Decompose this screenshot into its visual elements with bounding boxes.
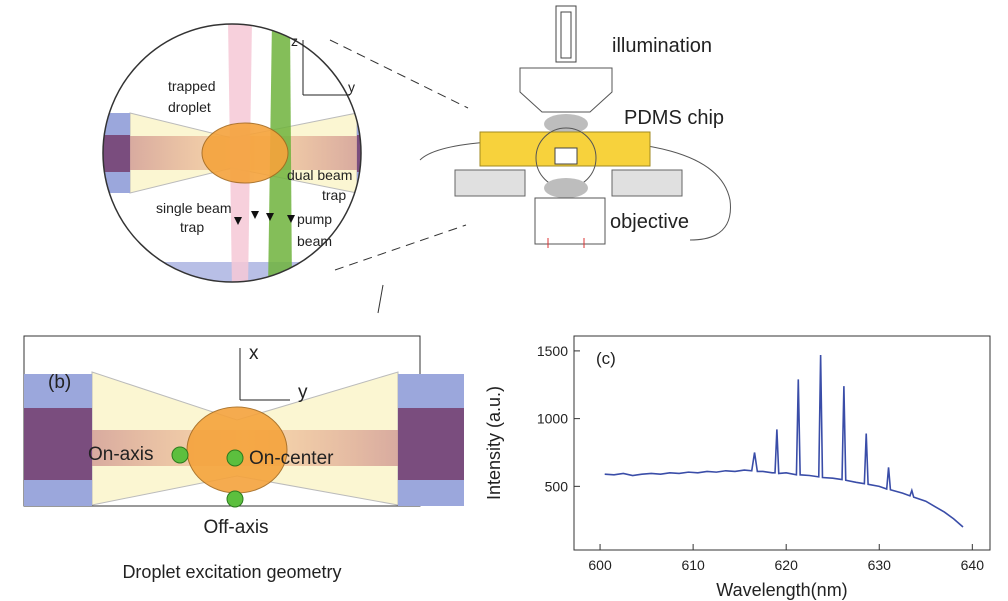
label: single beam (156, 200, 232, 216)
label: objective (610, 211, 689, 233)
point (227, 491, 243, 507)
y-tick-label: 1000 (537, 411, 568, 427)
lens (544, 178, 588, 198)
y-axis-label: Intensity (a.u.) (484, 386, 504, 500)
x-tick-label: 640 (961, 557, 985, 573)
y-tick-label: 500 (545, 478, 569, 494)
label: beam (297, 233, 332, 249)
zoom-line (378, 285, 383, 313)
label: dual beam (287, 167, 352, 183)
point (172, 447, 188, 463)
lamp (556, 6, 576, 62)
x-tick-label: 600 (588, 557, 612, 573)
figure: z y trapped droplet dual beam trap singl… (0, 0, 1008, 601)
stage (612, 170, 682, 196)
axis-label: y (298, 382, 308, 403)
label: droplet (168, 99, 211, 115)
fiber-core (398, 408, 464, 480)
label: trap (322, 187, 346, 203)
label: pump (297, 211, 332, 227)
droplet (202, 123, 288, 183)
label: trap (180, 219, 204, 235)
label: PDMS chip (624, 107, 724, 129)
x-axis-label: Wavelength(nm) (716, 580, 847, 600)
stage (455, 170, 525, 196)
condenser (520, 68, 612, 112)
spectrum-chart: 600 610 620 630 640 500 1000 1500 (c) Wavelength(… (484, 336, 990, 600)
label: Off-axis (203, 517, 268, 538)
label: illumination (612, 35, 712, 57)
zoom-line (335, 225, 466, 270)
x-tick-label: 610 (681, 557, 705, 573)
spectrum-line (605, 355, 963, 527)
caption: Droplet excitation geometry (122, 562, 341, 582)
zoom-line (330, 40, 468, 108)
axis-label: x (249, 343, 259, 364)
axis-label: y (348, 79, 355, 95)
point (227, 450, 243, 466)
lens (544, 114, 588, 134)
y-tick-label: 1500 (537, 343, 568, 359)
plot-frame (574, 336, 990, 550)
fiber-core (24, 408, 92, 480)
x-tick-label: 620 (775, 557, 799, 573)
label: On-center (249, 448, 334, 469)
label: trapped (168, 78, 215, 94)
panel-label: (c) (596, 349, 616, 368)
label: On-axis (88, 444, 153, 465)
panel-label: (b) (48, 372, 71, 393)
page: z y trapped droplet dual beam trap singl… (0, 0, 1008, 601)
x-tick-label: 630 (868, 557, 892, 573)
objective-body (535, 198, 605, 244)
channel (555, 148, 577, 164)
fiber-core (100, 135, 130, 172)
axis-label: z (291, 33, 298, 49)
